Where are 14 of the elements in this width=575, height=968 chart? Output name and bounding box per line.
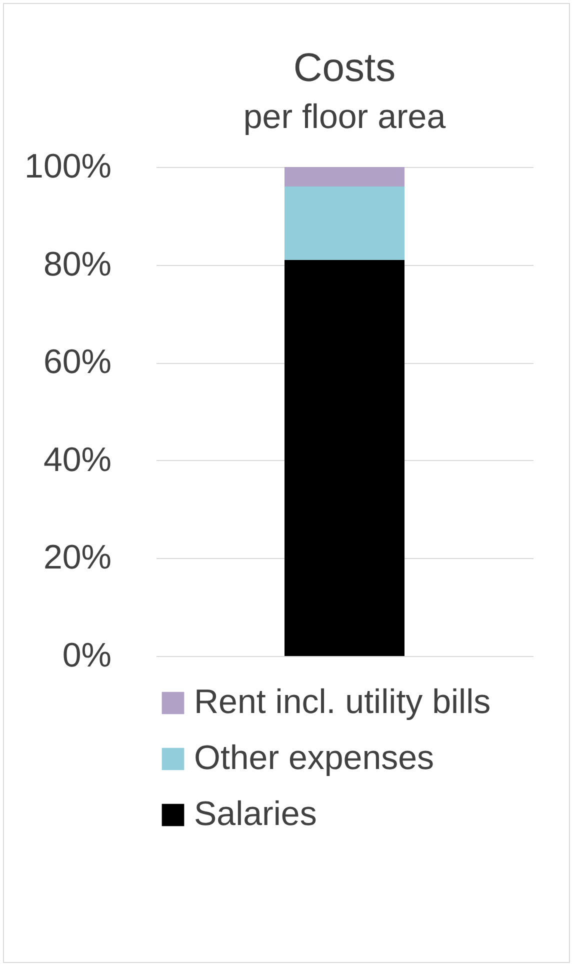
y-tick-label: 20% — [43, 538, 112, 577]
legend-label: Salaries — [194, 795, 317, 833]
y-tick-label: 100% — [24, 148, 112, 186]
legend-label: Rent incl. utility bills — [194, 683, 491, 721]
y-tick-label: 40% — [43, 440, 112, 479]
legend-label: Other expenses — [194, 739, 434, 777]
bar — [284, 186, 404, 260]
chart-title: Costs — [293, 46, 396, 90]
bar — [284, 260, 404, 656]
bar — [284, 167, 404, 187]
chart-subtitle: per floor area — [243, 98, 446, 136]
y-tick-label: 0% — [62, 636, 112, 674]
y-tick-label: 60% — [43, 343, 112, 382]
y-tick-label: 80% — [43, 245, 112, 284]
